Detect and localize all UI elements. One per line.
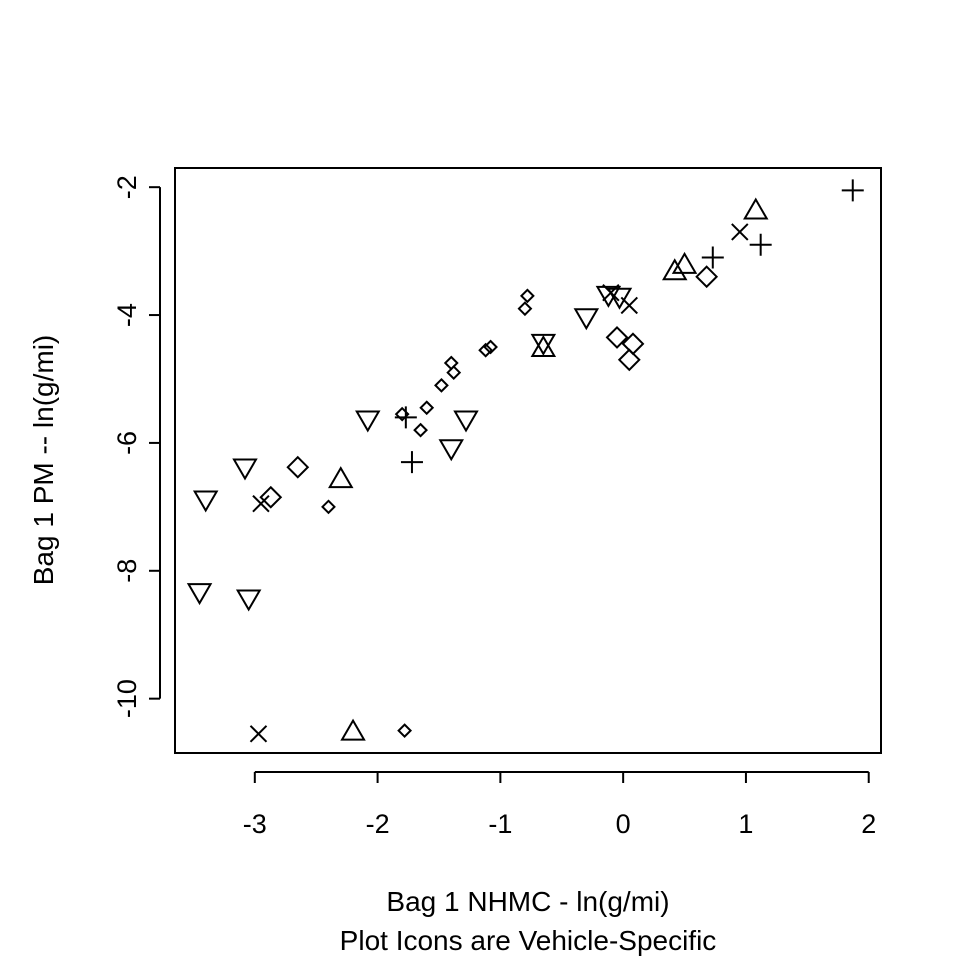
point-cross	[602, 283, 620, 302]
x-axis-label-line2: Plot Icons are Vehicle-Specific	[340, 925, 717, 956]
y-tick-label: -2	[112, 175, 142, 199]
y-tick-label: -10	[112, 679, 142, 718]
point-diamond	[621, 332, 645, 356]
point-triangle-up	[671, 251, 698, 274]
point-small-diamond	[517, 301, 533, 317]
x-tick-label: 2	[861, 809, 876, 839]
point-triangle-down	[355, 410, 381, 433]
point-diamond	[695, 265, 719, 289]
point-diamond	[605, 326, 629, 349]
y-tick-label: -4	[112, 303, 142, 327]
point-triangle-down	[186, 583, 213, 606]
x-axis: -3 -2 -1 0 1 2	[243, 771, 876, 839]
x-tick-label: -1	[488, 809, 512, 839]
point-plus	[701, 246, 724, 269]
x-tick-label: 1	[738, 809, 753, 839]
plot-area-border	[174, 167, 882, 754]
point-plus	[400, 451, 423, 474]
point-diamond	[617, 348, 641, 372]
point-triangle-down	[606, 287, 633, 310]
point-plus	[394, 406, 417, 429]
x-tick-label: -3	[243, 809, 267, 839]
point-cross	[249, 725, 268, 743]
point-triangle-down	[573, 308, 600, 331]
x-axis-label: Bag 1 NHMC - ln(g/mi)	[386, 886, 669, 917]
point-triangle-down	[192, 490, 219, 513]
x-tick-label: -2	[366, 809, 390, 839]
point-cross	[731, 223, 749, 241]
point-triangle-down	[438, 439, 464, 462]
point-triangle-down	[235, 589, 262, 612]
point-small-diamond	[478, 342, 494, 358]
point-small-diamond	[419, 400, 435, 416]
point-plus	[841, 179, 864, 202]
x-tick-label: 0	[616, 809, 631, 839]
y-axis: -2 -4 -6 -8 -10	[112, 175, 161, 718]
point-diamond	[286, 455, 310, 479]
point-triangle-up	[328, 466, 354, 489]
data-points	[186, 179, 864, 743]
y-tick-label: -6	[112, 431, 142, 455]
point-triangle-up	[340, 718, 366, 741]
point-triangle-up	[743, 197, 769, 220]
y-axis-label: Bag 1 PM -- ln(g/mi)	[28, 335, 59, 586]
point-small-diamond	[413, 422, 428, 438]
point-triangle-down	[232, 458, 258, 481]
point-cross	[620, 296, 639, 315]
point-small-diamond	[397, 723, 413, 739]
point-triangle-up	[530, 335, 557, 358]
point-triangle-down	[453, 410, 479, 433]
point-small-diamond	[434, 377, 449, 393]
point-plus	[749, 233, 772, 256]
y-tick-label: -8	[112, 559, 142, 583]
point-triangle-down	[530, 333, 557, 356]
point-small-diamond	[446, 365, 462, 381]
point-cross	[252, 494, 270, 513]
point-diamond	[259, 485, 283, 509]
point-small-diamond	[519, 288, 535, 304]
point-small-diamond	[483, 339, 498, 355]
point-small-diamond	[321, 499, 336, 515]
point-triangle-up	[661, 258, 688, 281]
